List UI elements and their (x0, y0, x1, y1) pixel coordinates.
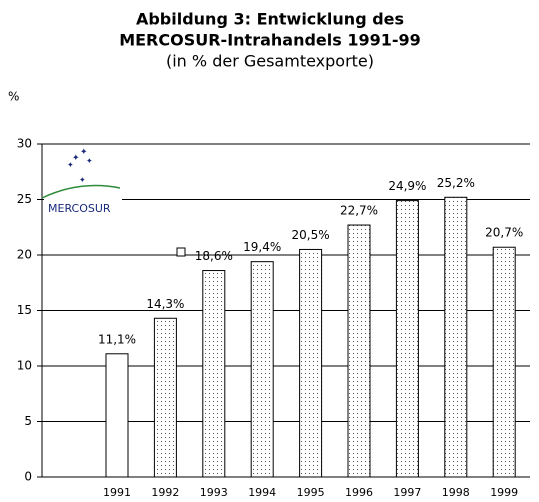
value-label: 22,7% (340, 204, 378, 218)
logo-star: ✦ (67, 161, 74, 170)
chart-subtitle: (in % der Gesamtexporte) (166, 52, 374, 71)
x-tick-label: 1999 (490, 486, 518, 499)
logo-arc (41, 184, 121, 199)
logo-star: ✦ (80, 148, 88, 158)
chart-title: MERCOSUR-Intrahandels 1991-99 (119, 31, 421, 50)
plot: 0 5 10 15 20 25 30 1991 11,1% 1992 14,3% 1993 18,6% 1… (17, 137, 530, 499)
bar (395, 200, 419, 478)
x-tick-label: 1991 (103, 486, 131, 499)
bar (153, 317, 177, 478)
value-label: 25,2% (437, 176, 475, 190)
value-label: 20,5% (292, 228, 330, 242)
x-tick-label: 1997 (393, 486, 421, 499)
y-tick-label: 15 (17, 303, 32, 317)
bar (347, 224, 371, 478)
x-tick-label: 1992 (151, 486, 179, 499)
y-tick-label: 20 (17, 248, 32, 262)
value-label: 18,6% (195, 249, 233, 263)
value-label: 19,4% (243, 240, 281, 254)
bar (444, 196, 468, 478)
logo-star: ✦ (86, 157, 93, 166)
x-tick-label: 1995 (297, 486, 325, 499)
value-label: 11,1% (98, 332, 136, 346)
y-tick-label: 30 (17, 137, 32, 151)
x-tick-label: 1993 (200, 486, 228, 499)
y-axis-label: % (8, 90, 19, 104)
bar (105, 353, 129, 478)
y-tick-label: 25 (17, 192, 32, 206)
x-tick-label: 1998 (442, 486, 470, 499)
value-label: 20,7% (485, 226, 523, 240)
y-tick-label: 0 (24, 470, 32, 484)
logo-star: ✦ (79, 176, 86, 185)
logo: ✦ ✦ ✦ ✦ ✦ MERCOSUR (41, 148, 122, 218)
x-tick-label: 1996 (345, 486, 373, 499)
bar (492, 246, 516, 478)
bar (299, 248, 323, 478)
chart-title: Abbildung 3: Entwicklung des (136, 10, 404, 29)
value-label: 14,3% (146, 297, 184, 311)
value-label: 24,9% (388, 179, 426, 193)
logo-star: ✦ (72, 154, 80, 164)
bar (202, 270, 226, 478)
y-tick-label: 5 (24, 414, 32, 428)
marker (176, 247, 186, 257)
y-tick-label: 10 (17, 359, 32, 373)
x-tick-label: 1994 (248, 486, 276, 499)
logo-text: MERCOSUR (48, 202, 111, 215)
bar (250, 261, 274, 478)
